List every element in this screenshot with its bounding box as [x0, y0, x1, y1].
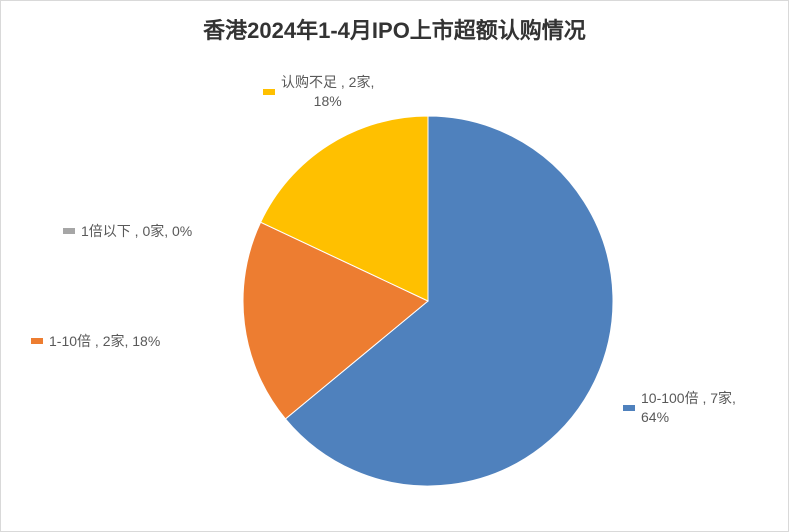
data-label-s1: 1-10倍 , 2家, 18%	[31, 331, 160, 351]
pie-chart	[1, 1, 789, 532]
chart-container: 香港2024年1-4月IPO上市超额认购情况 10-100倍 , 7家,64%1…	[0, 0, 789, 532]
legend-marker-s2	[63, 228, 75, 234]
data-label-text-s0: 10-100倍 , 7家,64%	[641, 389, 736, 427]
legend-marker-s0	[623, 405, 635, 411]
data-label-s0: 10-100倍 , 7家,64%	[623, 389, 736, 427]
data-label-text-s3: 认购不足 , 2家,18%	[281, 73, 374, 111]
data-label-text-s2: 1倍以下 , 0家, 0%	[81, 222, 192, 241]
data-label-s3: 认购不足 , 2家,18%	[263, 73, 374, 111]
legend-marker-s3	[263, 89, 275, 95]
legend-marker-s1	[31, 338, 43, 344]
data-label-s2: 1倍以下 , 0家, 0%	[63, 221, 192, 241]
data-label-text-s1: 1-10倍 , 2家, 18%	[49, 332, 160, 351]
